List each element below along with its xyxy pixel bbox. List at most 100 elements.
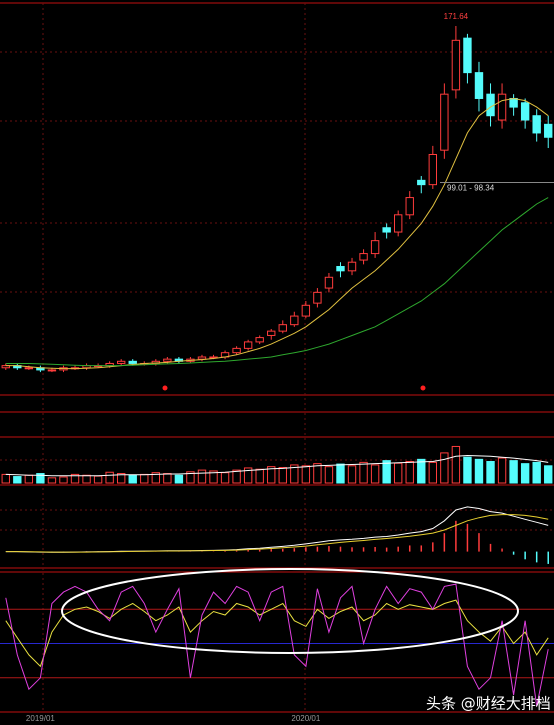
candle-body [486, 93, 495, 117]
volume-bar [405, 461, 414, 484]
volume-bar [532, 461, 541, 484]
candle-body [463, 37, 472, 74]
signal-dot [162, 385, 168, 391]
candle-body [440, 93, 449, 151]
volume-bar [24, 474, 34, 484]
volume-bar [544, 465, 553, 484]
volume-bar [313, 463, 322, 484]
volume-bar [428, 461, 438, 484]
candle-body [370, 240, 380, 255]
candle-body [301, 304, 311, 317]
volume-bar [128, 474, 137, 484]
series-line [5, 454, 549, 477]
volume-bar [267, 466, 276, 484]
candle-body [278, 324, 287, 332]
volume-bar [174, 474, 184, 484]
x-tick-label: 2019/01 [26, 714, 55, 723]
candle-body [393, 214, 403, 233]
volume-bar [336, 463, 345, 484]
candle-body [255, 337, 264, 343]
volume-bar [140, 473, 149, 484]
candle-body [532, 115, 541, 134]
candle-body [474, 72, 484, 99]
signal-dot [420, 385, 426, 391]
volume-bar [70, 473, 80, 484]
volume-bar [486, 461, 495, 484]
volume-bar [47, 477, 57, 484]
candle-body [47, 369, 57, 372]
candle-body [267, 330, 276, 336]
volume-bar [93, 475, 103, 484]
series-line [5, 583, 549, 707]
high-label: 171.64 [444, 12, 469, 21]
volume-bar [382, 460, 391, 484]
volume-bar [13, 476, 22, 484]
candle-body [336, 266, 345, 272]
candle-body [232, 347, 241, 354]
watermark: 头条 @财经大排档 [426, 695, 551, 713]
volume-bar [440, 452, 449, 484]
x-tick-label: 2020/01 [291, 714, 320, 723]
volume-bar [243, 467, 253, 484]
volume-bar [347, 465, 357, 484]
volume-bar [1, 473, 10, 484]
candle-body [451, 39, 461, 91]
volume-bar [324, 466, 334, 484]
volume-bar [463, 456, 472, 484]
candle-body [1, 365, 10, 369]
volume-bar [105, 471, 114, 484]
volume-bar [82, 474, 91, 484]
volume-bar [509, 460, 518, 484]
volume-bar [36, 473, 45, 484]
candle-body [163, 358, 172, 362]
volume-bar [232, 469, 241, 484]
candle-body [405, 197, 414, 216]
candle-body [497, 93, 507, 121]
volume-bar [151, 472, 161, 484]
series-line [5, 599, 549, 668]
volume-bar [359, 461, 368, 484]
candle-body [544, 123, 553, 138]
highlight-ellipse [61, 568, 519, 654]
candle-body [520, 102, 530, 121]
candle-body [116, 360, 126, 364]
volume-bar [393, 462, 403, 484]
volume-bar [301, 465, 311, 484]
candle-body [509, 97, 518, 108]
candle-body [359, 253, 368, 261]
series-line [5, 197, 549, 367]
series-line [5, 514, 549, 553]
volume-bar [370, 464, 380, 484]
volume-bar [59, 476, 68, 484]
candle-body [243, 341, 253, 349]
volume-bar [451, 445, 461, 484]
candle-body [417, 179, 426, 186]
series-line [5, 97, 549, 370]
volume-bar [186, 471, 195, 484]
candle-body [24, 367, 34, 370]
volume-bar [497, 457, 507, 484]
candle-body [324, 276, 334, 289]
candle-body [197, 356, 207, 360]
candle-body [128, 360, 137, 364]
volume-bar [520, 463, 530, 484]
candle-body [290, 315, 299, 326]
candle-body [382, 227, 391, 233]
volume-bar [220, 472, 230, 484]
crosshair-label: 99.01 - 98.34 [447, 184, 495, 193]
volume-bar [290, 464, 299, 484]
candle-body [428, 153, 438, 186]
plot-area: 171.64 99.01 - 98.34 2019/01 2020/01 [0, 12, 554, 723]
volume-bar [474, 458, 484, 484]
volume-bar [116, 473, 126, 484]
volume-bar [417, 458, 426, 484]
volume-bar [197, 469, 207, 484]
volume-bar [163, 473, 172, 484]
candle-body [347, 261, 357, 272]
volume-bar [255, 468, 264, 484]
volume-bar [209, 470, 218, 484]
candle-body [313, 291, 322, 304]
